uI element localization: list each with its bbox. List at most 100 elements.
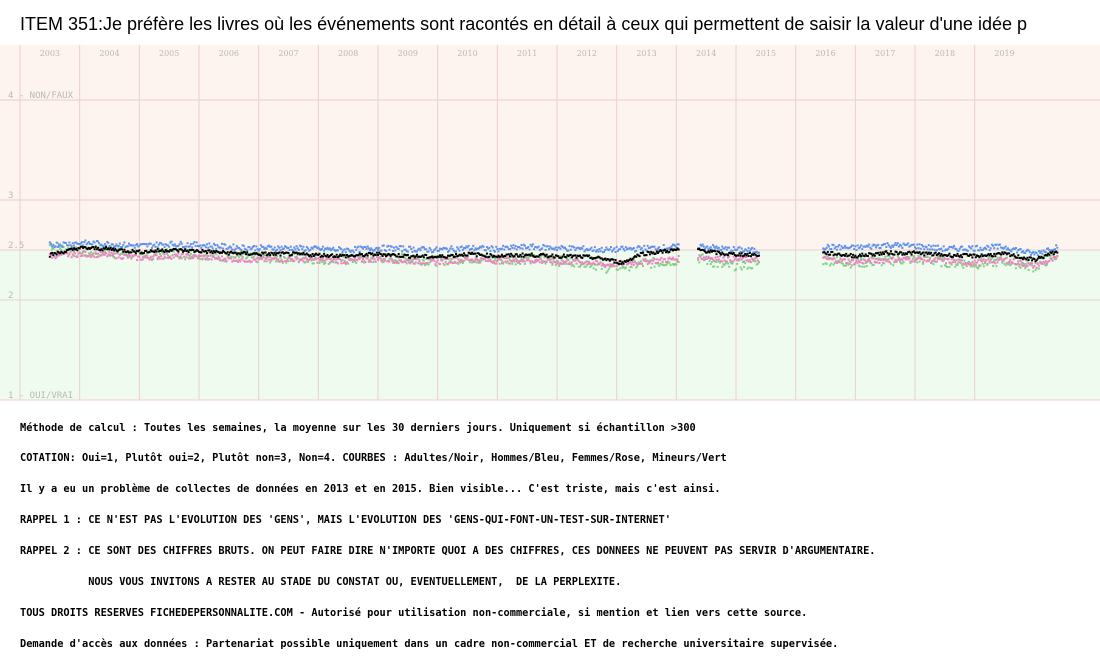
data-point bbox=[475, 257, 478, 260]
data-point bbox=[198, 245, 201, 248]
data-point bbox=[558, 263, 561, 266]
data-point bbox=[317, 246, 320, 249]
data-point bbox=[934, 244, 937, 247]
data-point bbox=[163, 250, 166, 253]
data-point bbox=[1041, 252, 1044, 255]
data-point bbox=[526, 254, 529, 257]
data-point bbox=[138, 251, 141, 254]
data-point bbox=[211, 247, 214, 250]
data-point bbox=[449, 254, 452, 257]
data-point bbox=[196, 257, 199, 260]
data-point bbox=[583, 262, 586, 265]
data-point bbox=[663, 264, 666, 267]
data-point bbox=[704, 258, 707, 261]
data-point bbox=[980, 253, 983, 256]
data-point bbox=[421, 262, 424, 265]
data-point bbox=[233, 256, 236, 259]
data-point bbox=[515, 260, 518, 263]
data-point bbox=[390, 253, 393, 256]
data-point bbox=[167, 250, 170, 253]
data-point bbox=[668, 250, 671, 253]
data-point bbox=[280, 251, 283, 254]
data-point bbox=[831, 243, 834, 246]
data-point bbox=[72, 254, 75, 257]
data-point bbox=[878, 247, 881, 250]
data-point bbox=[605, 246, 608, 249]
data-point bbox=[831, 250, 834, 253]
data-point bbox=[328, 254, 331, 257]
data-point bbox=[708, 251, 711, 254]
data-point bbox=[529, 260, 532, 263]
data-point bbox=[295, 251, 298, 254]
data-point bbox=[716, 255, 719, 258]
data-point bbox=[368, 249, 371, 252]
data-point bbox=[572, 258, 575, 261]
data-point bbox=[48, 255, 51, 258]
data-point bbox=[445, 257, 448, 260]
data-point bbox=[1045, 254, 1048, 257]
data-point bbox=[586, 249, 589, 252]
data-point bbox=[62, 252, 65, 255]
data-point bbox=[64, 250, 67, 253]
data-point bbox=[54, 245, 57, 248]
data-point bbox=[582, 255, 585, 258]
data-point bbox=[105, 246, 108, 249]
data-point bbox=[731, 252, 734, 255]
data-point bbox=[718, 261, 721, 264]
note-cotation: COTATION: Oui=1, Plutôt oui=2, Plutôt no… bbox=[20, 452, 727, 465]
data-point bbox=[434, 248, 437, 251]
data-point bbox=[100, 254, 103, 257]
data-point bbox=[609, 258, 612, 261]
data-point bbox=[875, 261, 878, 264]
data-point bbox=[183, 255, 186, 258]
data-point bbox=[520, 255, 523, 258]
data-point bbox=[919, 256, 922, 259]
data-point bbox=[56, 252, 59, 255]
data-point bbox=[1043, 250, 1046, 253]
data-point bbox=[894, 259, 897, 262]
data-point bbox=[173, 243, 176, 246]
data-point bbox=[1029, 262, 1032, 265]
data-point bbox=[623, 260, 626, 263]
data-point bbox=[1056, 246, 1059, 249]
data-point bbox=[356, 246, 359, 249]
data-point bbox=[380, 249, 383, 252]
data-point bbox=[837, 259, 840, 262]
data-point bbox=[1009, 264, 1012, 267]
data-point bbox=[279, 260, 282, 263]
data-point bbox=[645, 254, 648, 257]
data-point bbox=[1037, 267, 1040, 270]
data-point bbox=[975, 244, 978, 247]
data-point bbox=[863, 255, 866, 258]
data-point bbox=[982, 258, 985, 261]
data-point bbox=[918, 243, 921, 246]
data-point bbox=[249, 261, 252, 264]
data-point bbox=[233, 259, 236, 262]
data-point bbox=[619, 248, 622, 251]
data-point bbox=[234, 251, 237, 254]
data-point bbox=[505, 261, 508, 264]
data-point bbox=[753, 252, 756, 255]
data-point bbox=[312, 262, 315, 265]
data-point bbox=[856, 244, 859, 247]
data-point bbox=[521, 247, 524, 250]
data-point bbox=[617, 260, 620, 263]
data-point bbox=[243, 251, 246, 254]
data-point bbox=[668, 247, 671, 250]
data-point bbox=[943, 257, 946, 260]
data-point bbox=[310, 259, 313, 262]
data-point bbox=[215, 256, 218, 259]
data-point bbox=[619, 262, 622, 265]
data-point bbox=[887, 260, 890, 263]
data-point bbox=[131, 254, 134, 257]
data-point bbox=[621, 266, 624, 269]
data-point bbox=[425, 262, 428, 265]
data-point bbox=[343, 259, 346, 262]
data-point bbox=[634, 255, 637, 258]
data-point bbox=[129, 254, 132, 257]
data-point bbox=[399, 260, 402, 263]
data-point bbox=[312, 258, 315, 261]
data-point bbox=[274, 253, 277, 256]
data-point bbox=[113, 252, 116, 255]
data-point bbox=[707, 256, 710, 259]
